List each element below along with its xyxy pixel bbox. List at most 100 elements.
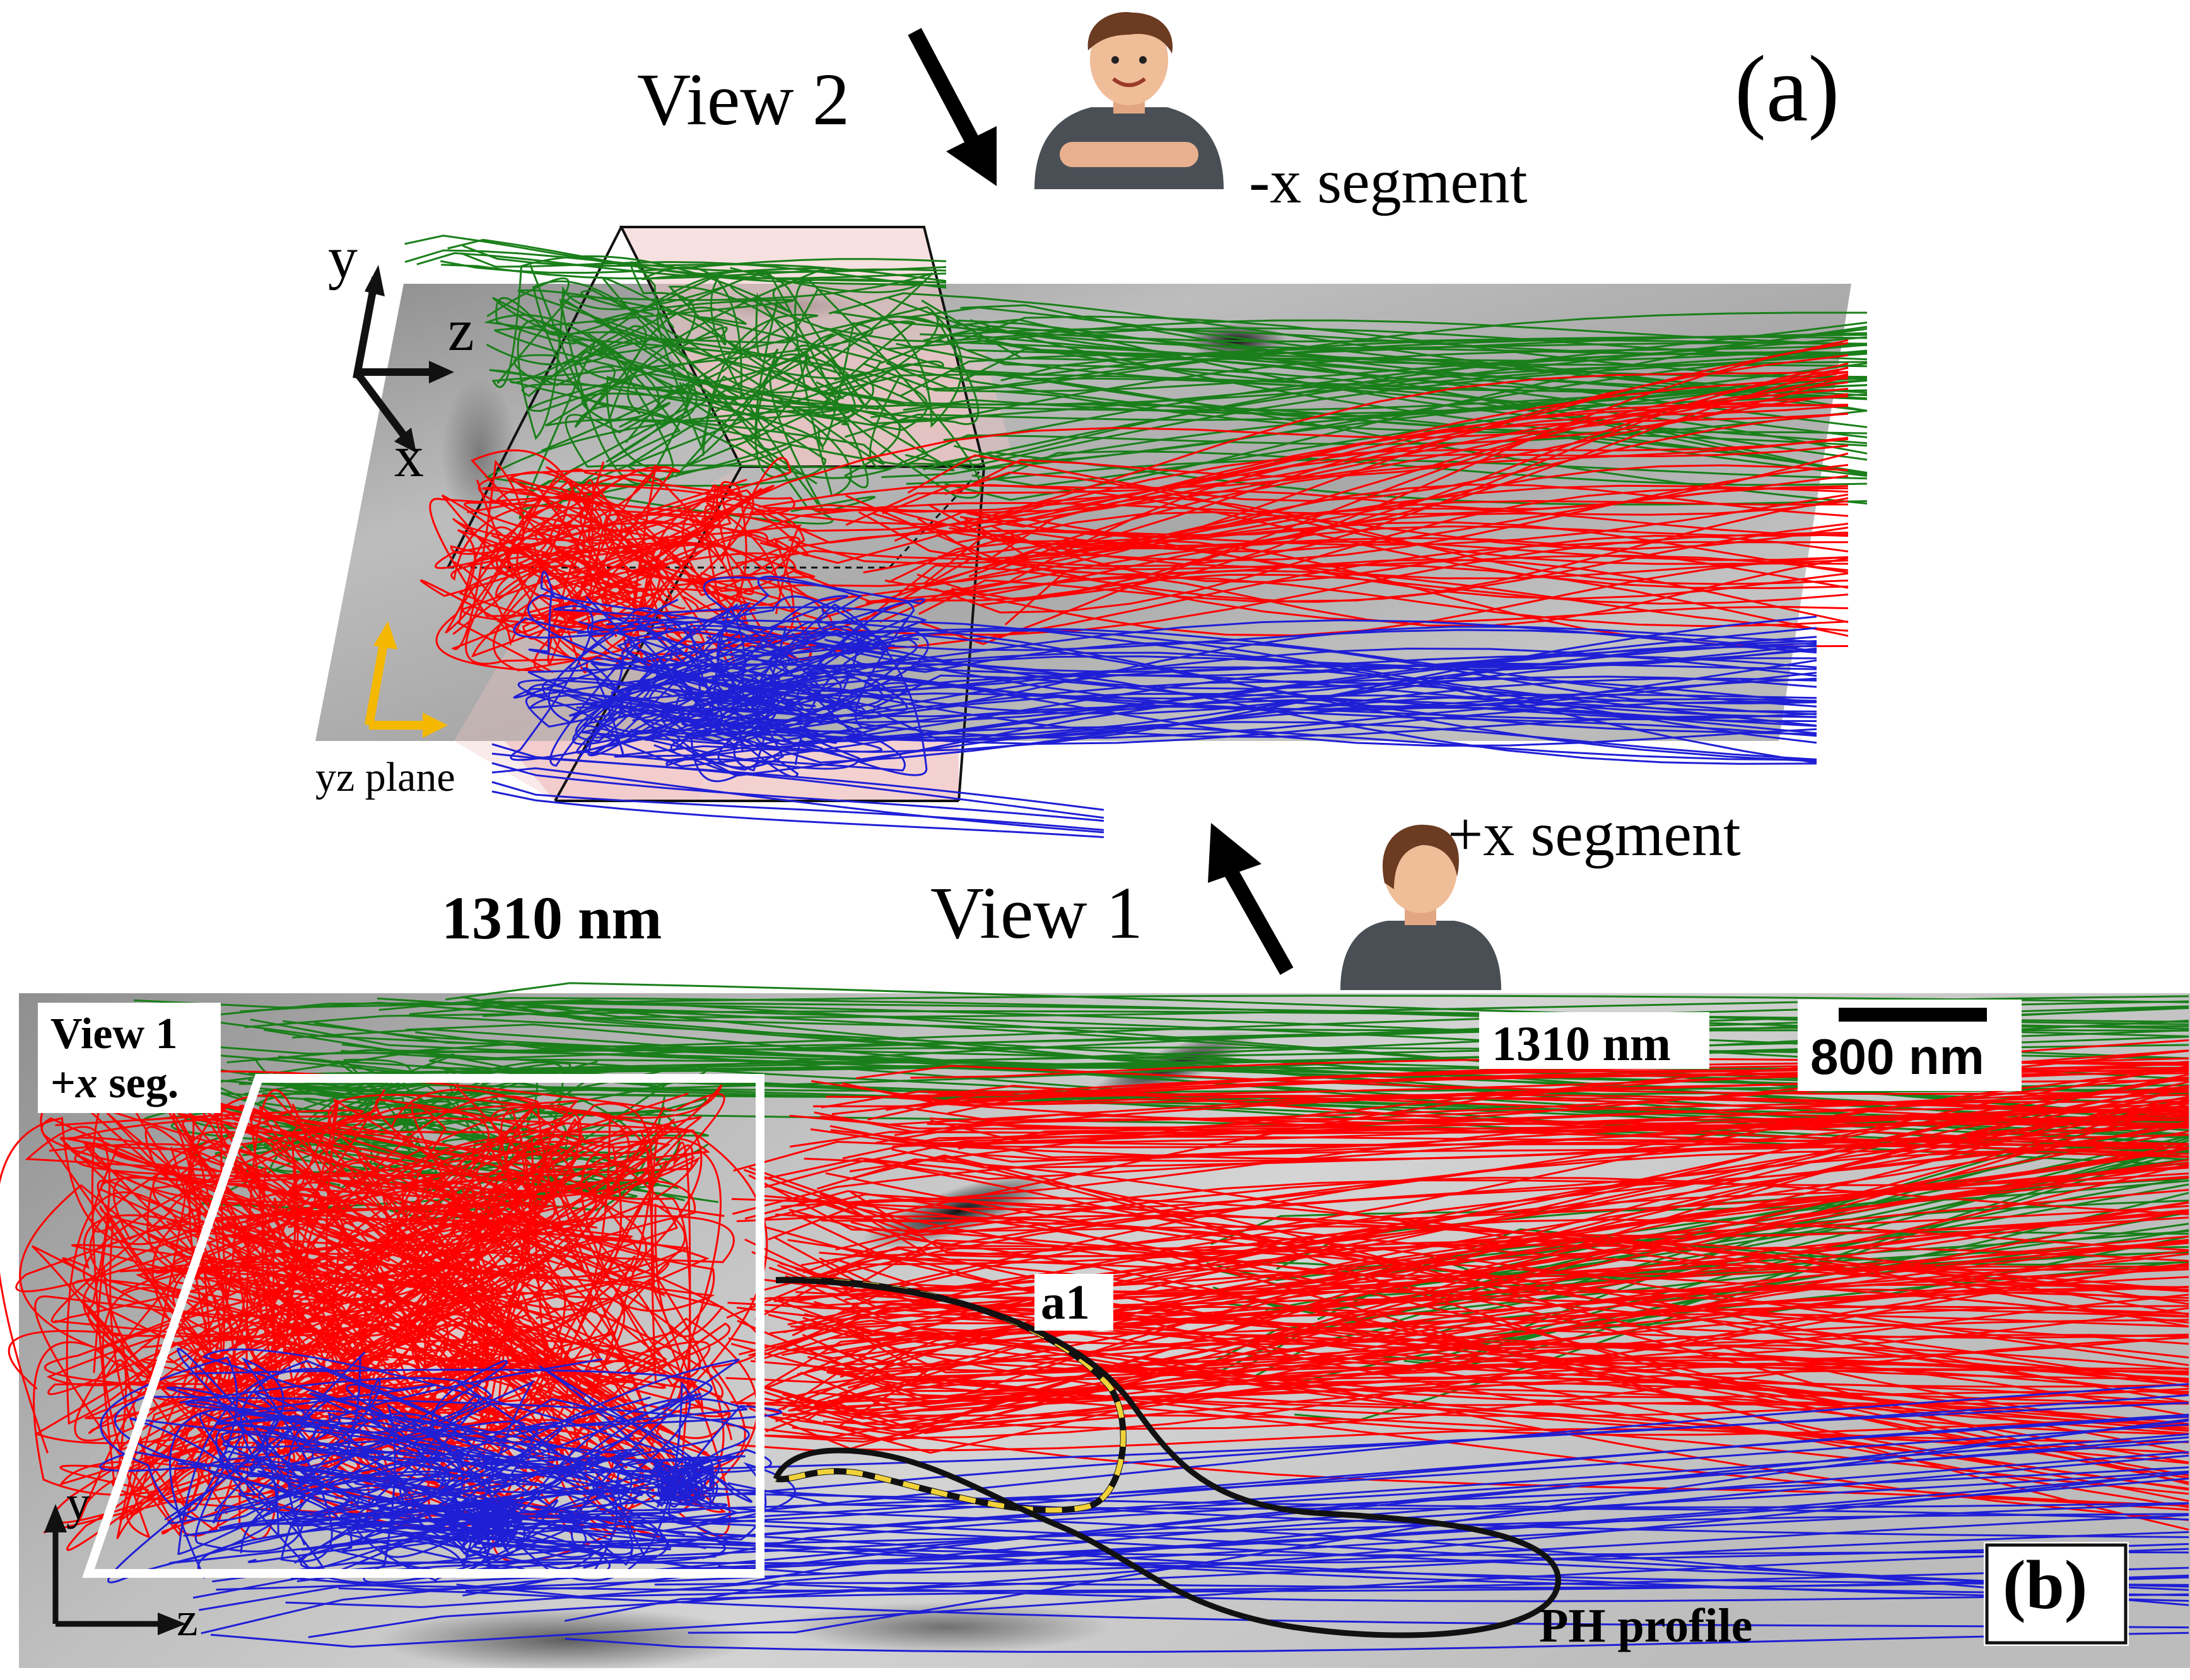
ph-profile-outline — [773, 1277, 1561, 1638]
streamline-blue — [510, 605, 842, 761]
streamline-blue — [129, 1392, 701, 1569]
axis-z-label-a: z — [448, 298, 474, 363]
streamline-green — [957, 319, 1868, 476]
streamline-red — [828, 1376, 2189, 1434]
streamline-green — [953, 349, 1868, 464]
streamline-green — [521, 270, 980, 478]
streamline-red — [882, 1090, 2189, 1116]
streamline-green — [462, 245, 947, 283]
streamline-red — [753, 541, 1849, 652]
streamline-blue — [789, 694, 1817, 763]
streamline-red — [790, 1392, 2189, 1507]
streamline-blue — [611, 674, 1817, 718]
streamline-red — [805, 1102, 2189, 1422]
streamline-red — [930, 1119, 2189, 1155]
streamline-red — [802, 1334, 2189, 1382]
view1-label-bg — [38, 1003, 221, 1113]
streamline-red — [517, 474, 754, 627]
minus-x-segment-label: -x segment — [1249, 146, 1528, 216]
streamline-blue — [565, 1631, 2189, 1653]
streamline-red — [269, 1106, 619, 1426]
streamline-blue — [289, 1365, 752, 1564]
streamline-red — [762, 1264, 2189, 1440]
streamline-blue — [794, 626, 1817, 720]
streamline-blue — [717, 603, 928, 776]
streamline-red — [951, 381, 1849, 600]
streamline-green — [529, 298, 827, 494]
streamline-red — [811, 1080, 2189, 1129]
streamline-red — [935, 507, 1849, 563]
streamline-green — [956, 320, 1868, 412]
streamline-red — [464, 449, 784, 638]
streamline-green — [956, 321, 1868, 465]
streamline-blue — [583, 1436, 2189, 1569]
streamline-blue — [336, 1415, 2189, 1533]
streamline-red — [929, 1088, 2189, 1129]
streamline-blue — [595, 636, 1817, 739]
streamline-blue — [791, 633, 1817, 764]
streamline-red — [785, 1146, 2189, 1320]
streamline-red — [956, 393, 1849, 493]
streamline-red — [898, 1094, 2189, 1114]
axes-yz — [44, 1504, 186, 1635]
streamline-red — [1004, 557, 1849, 627]
streamline-blue — [555, 1485, 2189, 1538]
streamline-red — [957, 1086, 2189, 1150]
streamline-red — [157, 1102, 653, 1535]
streamline-blue — [827, 639, 1817, 690]
streamline-red — [759, 1356, 2189, 1425]
streamline-red — [467, 468, 833, 655]
view1-seg-var: x — [75, 1059, 98, 1107]
streamline-blue — [653, 721, 1817, 777]
streamline-blue — [491, 752, 1104, 819]
streamline-blue — [454, 1508, 512, 1541]
streamline-red — [100, 1177, 681, 1513]
streamline-green — [1294, 1149, 2189, 1421]
streamline-blue — [834, 629, 1817, 704]
axis-z-label-b: z — [177, 1593, 198, 1646]
streamline-blue — [667, 626, 1817, 708]
streamline-blue — [491, 762, 1104, 822]
streamline-red — [758, 484, 1849, 590]
streamline-green — [1212, 1199, 2189, 1286]
streamline-red — [787, 1304, 2189, 1380]
streamline-red — [451, 459, 718, 674]
streamline-red — [788, 1177, 2189, 1238]
streamline-blue — [517, 622, 879, 708]
streamline-red — [944, 375, 1849, 593]
streamline-red — [129, 1106, 493, 1519]
streamline-blue — [812, 642, 1817, 700]
streamline-red — [820, 1094, 2189, 1130]
plane-dark-spot — [442, 378, 517, 530]
streamline-red — [916, 525, 1849, 597]
streamline-red — [966, 464, 1849, 539]
wavelength-b-bg — [1479, 1012, 1709, 1069]
streamline-red — [738, 1322, 2189, 1435]
streamline-red — [725, 1085, 2189, 1384]
streamline-red — [792, 1158, 2189, 1442]
streamline-green — [440, 258, 947, 274]
streamline-blue — [576, 1538, 2189, 1597]
streamline-blue — [564, 1574, 2189, 1622]
streamline-blue — [609, 1413, 2189, 1524]
streamline-green — [134, 995, 2189, 1009]
streamline-blue — [207, 1391, 353, 1563]
streamline-red — [435, 468, 763, 672]
streamline-blue — [578, 602, 826, 760]
streamline-red — [795, 1291, 2189, 1350]
streamline-blue — [657, 1457, 712, 1504]
streamline-green — [938, 339, 1868, 477]
panel-b-tag: (b) — [2003, 1546, 2088, 1623]
streamline-blue — [616, 626, 859, 769]
scalebar-label: 800 nm — [1810, 1029, 1984, 1085]
streamline-red — [754, 1249, 2189, 1360]
streamline-red — [797, 1368, 2189, 1433]
streamline-green — [489, 299, 824, 478]
streamline-green — [545, 326, 885, 513]
streamline-blue — [462, 1472, 2189, 1597]
streamline-red — [763, 1159, 2189, 1318]
streamline-blue — [786, 659, 1817, 737]
streamline-blue — [654, 1582, 2189, 1602]
arrow-icon — [908, 28, 997, 186]
